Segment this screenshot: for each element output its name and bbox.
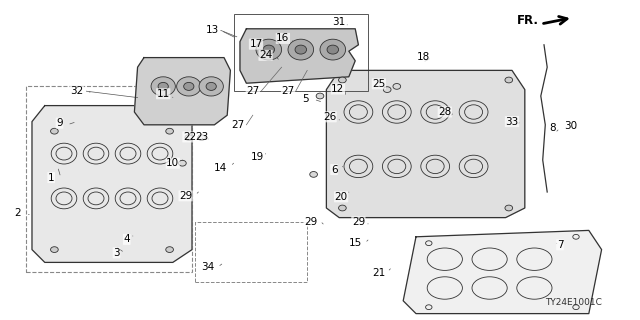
- Polygon shape: [32, 106, 192, 262]
- Text: 14: 14: [214, 163, 227, 173]
- Text: 4: 4: [124, 234, 130, 244]
- Ellipse shape: [158, 83, 168, 91]
- Text: 25: 25: [372, 79, 385, 89]
- Text: 7: 7: [557, 240, 563, 250]
- Text: 26: 26: [323, 112, 336, 122]
- Ellipse shape: [177, 77, 201, 96]
- Text: 21: 21: [372, 268, 385, 278]
- Text: 16: 16: [276, 33, 289, 44]
- Text: 29: 29: [179, 191, 192, 201]
- Text: 32: 32: [70, 86, 83, 96]
- Text: 24: 24: [259, 50, 272, 60]
- Ellipse shape: [184, 83, 194, 91]
- Text: 31: 31: [333, 17, 346, 28]
- Text: 28: 28: [438, 107, 451, 117]
- Ellipse shape: [206, 83, 216, 91]
- Text: 17: 17: [250, 39, 262, 49]
- Text: 29: 29: [352, 217, 365, 227]
- Ellipse shape: [327, 45, 339, 54]
- Text: 11: 11: [157, 89, 170, 99]
- Text: 20: 20: [335, 192, 348, 202]
- Ellipse shape: [505, 205, 513, 211]
- Text: 8: 8: [549, 123, 556, 133]
- Text: 27: 27: [232, 120, 244, 131]
- Ellipse shape: [166, 247, 173, 252]
- Text: TY24E1001C: TY24E1001C: [545, 298, 602, 307]
- Text: 18: 18: [417, 52, 430, 62]
- Ellipse shape: [288, 39, 314, 60]
- Text: 2: 2: [15, 208, 21, 218]
- Text: 10: 10: [166, 158, 179, 168]
- Ellipse shape: [339, 205, 346, 211]
- Ellipse shape: [339, 77, 346, 83]
- Text: 3: 3: [113, 248, 120, 258]
- Ellipse shape: [295, 45, 307, 54]
- Polygon shape: [326, 70, 525, 218]
- Text: 30: 30: [564, 121, 577, 132]
- Ellipse shape: [505, 77, 513, 83]
- Text: 27: 27: [246, 86, 259, 96]
- Polygon shape: [403, 230, 602, 314]
- Ellipse shape: [320, 39, 346, 60]
- Text: 29: 29: [304, 217, 317, 227]
- Bar: [234, 14, 368, 91]
- Ellipse shape: [185, 135, 193, 140]
- Ellipse shape: [263, 45, 275, 54]
- Text: 12: 12: [332, 84, 344, 94]
- Text: FR.: FR.: [517, 14, 539, 27]
- Ellipse shape: [179, 160, 186, 166]
- Polygon shape: [134, 58, 230, 125]
- Text: 6: 6: [331, 164, 337, 175]
- Text: 1: 1: [48, 172, 54, 183]
- Text: 34: 34: [202, 262, 214, 272]
- Ellipse shape: [51, 128, 58, 134]
- Text: 9: 9: [56, 118, 63, 128]
- Ellipse shape: [166, 128, 173, 134]
- Text: 5: 5: [303, 94, 309, 104]
- Bar: [195, 222, 307, 282]
- Ellipse shape: [310, 172, 317, 177]
- Text: 13: 13: [206, 25, 219, 36]
- Ellipse shape: [393, 84, 401, 89]
- Text: 23: 23: [196, 132, 209, 142]
- Ellipse shape: [383, 87, 391, 92]
- Bar: [26, 86, 192, 272]
- Ellipse shape: [198, 135, 205, 140]
- Ellipse shape: [199, 77, 223, 96]
- Ellipse shape: [151, 77, 175, 96]
- Text: 33: 33: [506, 116, 518, 127]
- Text: 22: 22: [183, 132, 196, 142]
- Text: 19: 19: [251, 152, 264, 162]
- Text: 27: 27: [282, 86, 294, 96]
- Ellipse shape: [256, 39, 282, 60]
- Ellipse shape: [51, 247, 58, 252]
- Polygon shape: [240, 29, 358, 83]
- Ellipse shape: [316, 93, 324, 99]
- Text: 15: 15: [349, 238, 362, 248]
